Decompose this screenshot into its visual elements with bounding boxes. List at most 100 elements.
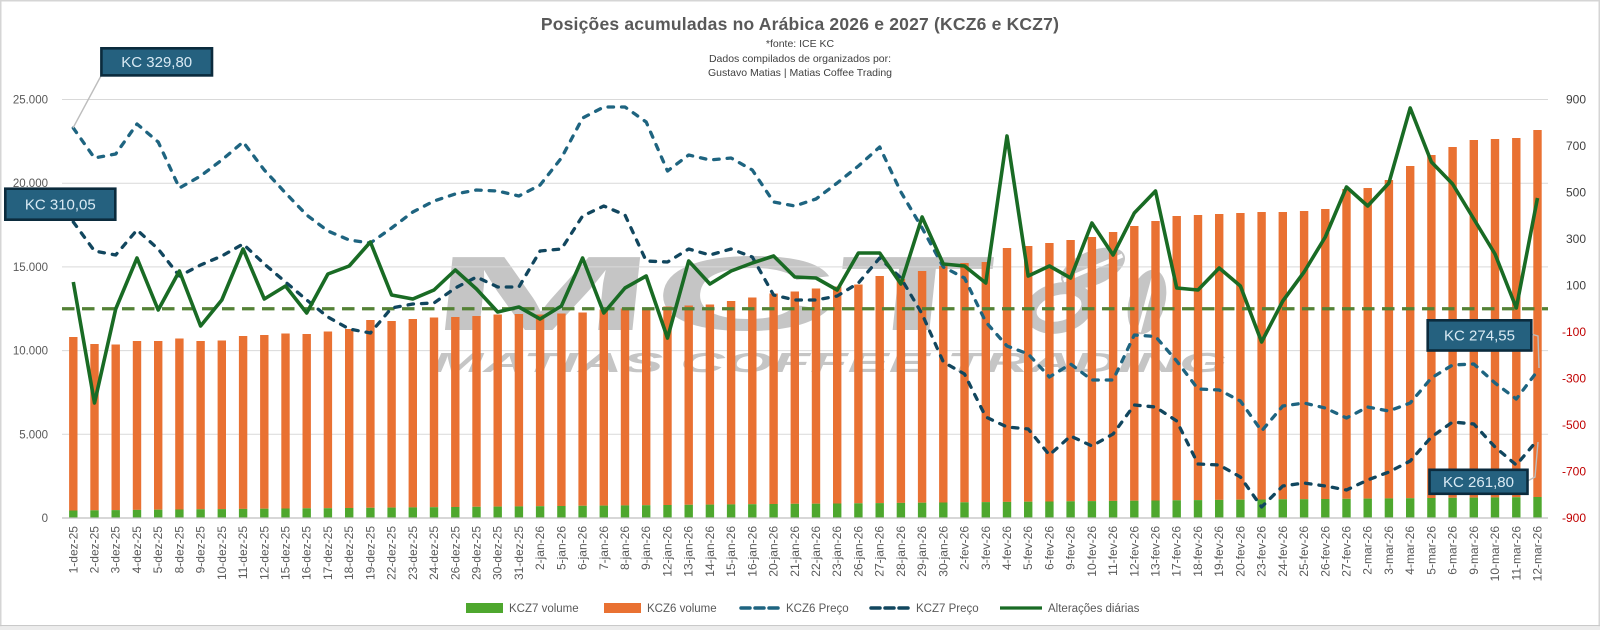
svg-text:700: 700 xyxy=(1566,139,1586,153)
svg-text:9-fev-26: 9-fev-26 xyxy=(1064,526,1078,570)
svg-text:Gustavo Matias | Matias Coffee: Gustavo Matias | Matias Coffee Trading xyxy=(708,67,892,79)
svg-text:900: 900 xyxy=(1566,93,1586,107)
svg-text:26-dez-25: 26-dez-25 xyxy=(448,526,462,580)
svg-text:10-dez-25: 10-dez-25 xyxy=(215,526,229,580)
svg-text:9-jan-26: 9-jan-26 xyxy=(639,526,653,570)
svg-text:8-dez-25: 8-dez-25 xyxy=(172,526,186,574)
svg-text:9-dez-25: 9-dez-25 xyxy=(194,526,208,574)
svg-text:2-jan-26: 2-jan-26 xyxy=(533,526,547,570)
svg-text:MATIAS COFFEE TRADING: MATIAS COFFEE TRADING xyxy=(432,347,1227,378)
svg-text:14-jan-26: 14-jan-26 xyxy=(703,526,717,577)
svg-text:31-dez-25: 31-dez-25 xyxy=(512,526,526,580)
svg-text:25-fev-26: 25-fev-26 xyxy=(1297,526,1311,577)
svg-text:-300: -300 xyxy=(1562,372,1586,386)
svg-text:9-mar-26: 9-mar-26 xyxy=(1467,526,1481,575)
svg-text:4-fev-26: 4-fev-26 xyxy=(1000,526,1014,570)
svg-text:23-jan-26: 23-jan-26 xyxy=(830,526,844,577)
svg-text:KC 310,05: KC 310,05 xyxy=(25,196,96,213)
svg-text:KC 261,80: KC 261,80 xyxy=(1443,474,1514,491)
svg-text:2-fev-26: 2-fev-26 xyxy=(958,526,972,570)
svg-text:10-fev-26: 10-fev-26 xyxy=(1085,526,1099,577)
svg-text:12-mar-26: 12-mar-26 xyxy=(1531,526,1545,582)
svg-text:12-dez-25: 12-dez-25 xyxy=(257,526,271,580)
svg-text:11-dez-25: 11-dez-25 xyxy=(236,526,250,579)
svg-text:26-fev-26: 26-fev-26 xyxy=(1318,526,1332,577)
svg-text:29-dez-25: 29-dez-25 xyxy=(470,526,484,580)
svg-text:15-jan-26: 15-jan-26 xyxy=(724,526,738,577)
svg-text:100: 100 xyxy=(1566,279,1586,293)
svg-text:300: 300 xyxy=(1566,232,1586,246)
svg-text:26-jan-26: 26-jan-26 xyxy=(851,526,865,577)
svg-text:16-dez-25: 16-dez-25 xyxy=(300,526,314,580)
svg-text:-900: -900 xyxy=(1562,511,1586,525)
svg-text:2-dez-25: 2-dez-25 xyxy=(88,526,102,574)
svg-text:11-fev-26: 11-fev-26 xyxy=(1106,526,1120,576)
svg-text:10-mar-26: 10-mar-26 xyxy=(1488,526,1502,582)
svg-text:24-fev-26: 24-fev-26 xyxy=(1276,526,1290,577)
svg-text:20-fev-26: 20-fev-26 xyxy=(1233,526,1247,577)
svg-text:3-mar-26: 3-mar-26 xyxy=(1382,526,1396,575)
svg-text:20.000: 20.000 xyxy=(13,178,48,190)
svg-text:30-dez-25: 30-dez-25 xyxy=(491,526,505,580)
svg-text:27-jan-26: 27-jan-26 xyxy=(873,526,887,577)
svg-text:5.000: 5.000 xyxy=(19,429,48,441)
svg-text:19-fev-26: 19-fev-26 xyxy=(1212,526,1226,577)
svg-text:15.000: 15.000 xyxy=(13,262,48,274)
svg-text:27-fev-26: 27-fev-26 xyxy=(1340,526,1354,577)
svg-text:12-jan-26: 12-jan-26 xyxy=(661,526,675,577)
svg-text:23-dez-25: 23-dez-25 xyxy=(406,526,420,580)
svg-text:KCZ6 volume: KCZ6 volume xyxy=(647,603,717,615)
svg-text:6-fev-26: 6-fev-26 xyxy=(1042,526,1056,570)
svg-text:7-jan-26: 7-jan-26 xyxy=(597,526,611,570)
svg-text:25.000: 25.000 xyxy=(13,95,48,107)
svg-text:18-fev-26: 18-fev-26 xyxy=(1191,526,1205,577)
svg-text:6-jan-26: 6-jan-26 xyxy=(576,526,590,570)
svg-text:*fonte: ICE KC: *fonte: ICE KC xyxy=(766,38,835,50)
svg-text:4-mar-26: 4-mar-26 xyxy=(1403,526,1417,575)
svg-text:21-jan-26: 21-jan-26 xyxy=(788,526,802,577)
svg-text:0: 0 xyxy=(42,513,48,525)
svg-text:16-jan-26: 16-jan-26 xyxy=(745,526,759,577)
svg-text:10.000: 10.000 xyxy=(13,346,48,358)
svg-text:Posições acumuladas no Arábica: Posições acumuladas no Arábica 2026 e 20… xyxy=(541,14,1059,34)
svg-text:12-fev-26: 12-fev-26 xyxy=(1127,526,1141,577)
svg-text:4-dez-25: 4-dez-25 xyxy=(130,526,144,574)
svg-text:3-dez-25: 3-dez-25 xyxy=(109,526,123,574)
svg-text:-500: -500 xyxy=(1562,418,1586,432)
svg-text:5-fev-26: 5-fev-26 xyxy=(1021,526,1035,570)
svg-text:13-fev-26: 13-fev-26 xyxy=(1149,526,1163,577)
svg-text:18-dez-25: 18-dez-25 xyxy=(342,526,356,580)
svg-text:30-jan-26: 30-jan-26 xyxy=(936,526,950,577)
svg-text:Dados compilados de organizado: Dados compilados de organizados por: xyxy=(709,53,891,65)
svg-text:-100: -100 xyxy=(1562,325,1586,339)
svg-text:8-jan-26: 8-jan-26 xyxy=(618,526,632,570)
svg-text:20-jan-26: 20-jan-26 xyxy=(767,526,781,577)
svg-text:KC 329,80: KC 329,80 xyxy=(121,54,192,71)
svg-text:3-fev-26: 3-fev-26 xyxy=(979,526,993,570)
svg-text:KCZ7 Preço: KCZ7 Preço xyxy=(916,603,979,615)
svg-text:17-fev-26: 17-fev-26 xyxy=(1170,526,1184,577)
svg-text:5-dez-25: 5-dez-25 xyxy=(151,526,165,574)
svg-text:11-mar-26: 11-mar-26 xyxy=(1509,526,1523,581)
svg-text:17-dez-25: 17-dez-25 xyxy=(321,526,335,580)
svg-text:KCZ6 Preço: KCZ6 Preço xyxy=(786,603,849,615)
svg-text:19-dez-25: 19-dez-25 xyxy=(363,526,377,580)
svg-text:22-jan-26: 22-jan-26 xyxy=(809,526,823,577)
svg-text:23-fev-26: 23-fev-26 xyxy=(1255,526,1269,577)
svg-text:22-dez-25: 22-dez-25 xyxy=(385,526,399,580)
svg-text:Alterações diárias: Alterações diárias xyxy=(1048,603,1140,615)
svg-text:-700: -700 xyxy=(1562,465,1586,479)
svg-text:13-jan-26: 13-jan-26 xyxy=(682,526,696,577)
svg-text:KC 274,55: KC 274,55 xyxy=(1444,328,1515,345)
svg-text:24-dez-25: 24-dez-25 xyxy=(427,526,441,580)
svg-text:5-mar-26: 5-mar-26 xyxy=(1424,526,1438,575)
svg-text:28-jan-26: 28-jan-26 xyxy=(894,526,908,577)
svg-text:5-jan-26: 5-jan-26 xyxy=(554,526,568,570)
svg-text:29-jan-26: 29-jan-26 xyxy=(915,526,929,577)
svg-text:2-mar-26: 2-mar-26 xyxy=(1361,526,1375,575)
svg-text:6-mar-26: 6-mar-26 xyxy=(1446,526,1460,575)
svg-text:500: 500 xyxy=(1566,186,1586,200)
svg-text:15-dez-25: 15-dez-25 xyxy=(279,526,293,580)
svg-text:KCZ7 volume: KCZ7 volume xyxy=(509,603,579,615)
svg-text:1-dez-25: 1-dez-25 xyxy=(66,526,80,574)
